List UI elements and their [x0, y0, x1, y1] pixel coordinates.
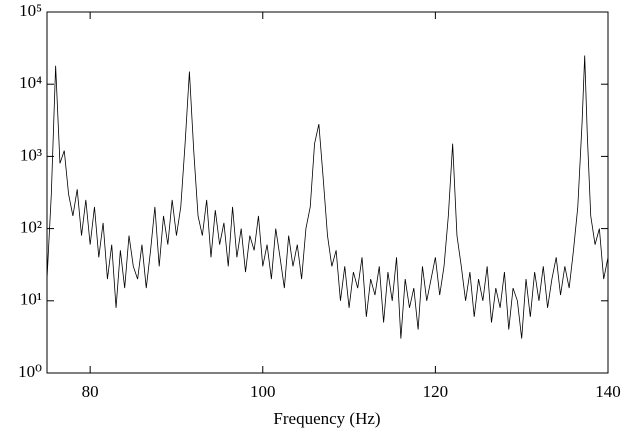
- y-tick-label: 10⁴: [19, 73, 42, 92]
- x-tick-label: 120: [423, 382, 449, 401]
- y-tick-label: 10²: [20, 218, 42, 237]
- spectrum-line: [47, 55, 608, 339]
- x-tick-label: 140: [595, 382, 621, 401]
- x-tick-label: 100: [250, 382, 276, 401]
- y-tick-label: 10¹: [20, 290, 42, 309]
- x-tick-label: 80: [82, 382, 99, 401]
- y-tick-label: 10³: [20, 145, 42, 164]
- x-axis-label: Frequency (Hz): [273, 409, 380, 428]
- y-tick-label: 10⁵: [19, 1, 42, 20]
- y-tick-label: 10⁰: [18, 362, 42, 381]
- plot-frame: [46, 11, 609, 374]
